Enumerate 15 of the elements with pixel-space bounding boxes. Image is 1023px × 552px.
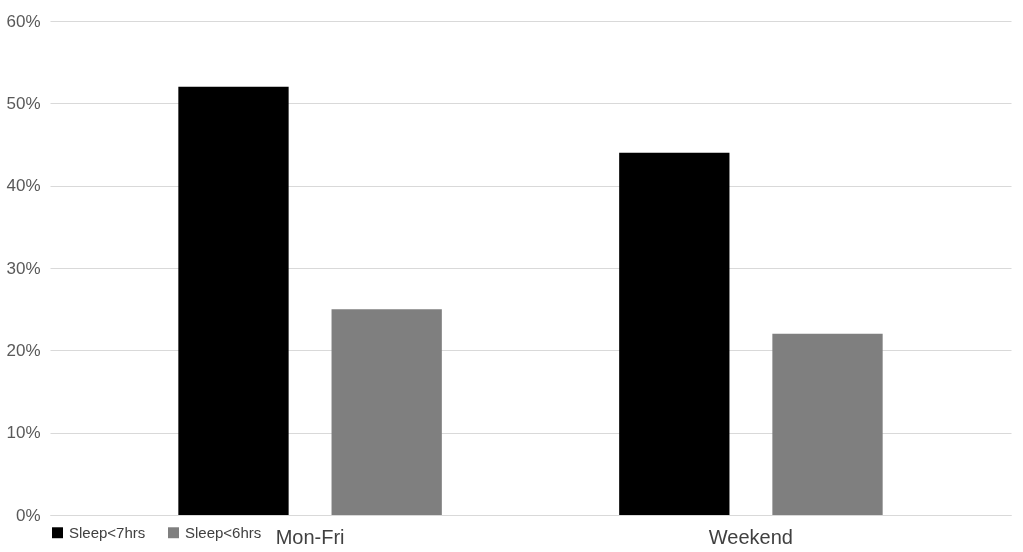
y-tick-label: 40% [6,176,41,196]
y-tick-label: 0% [15,505,41,525]
y-tick-label: 30% [6,258,41,278]
y-tick-label: 20% [6,340,41,360]
bar [619,152,730,515]
legend-label: Sleep<6hrs [185,523,262,541]
legend-label: Sleep<7hrs [69,523,146,541]
bar [331,309,442,515]
bar [178,86,289,515]
x-tick-label: Mon-Fri [275,525,345,548]
y-tick-label: 60% [6,11,41,31]
y-tick-label: 10% [6,423,41,443]
y-tick-label: 50% [6,93,41,113]
bar [772,333,883,515]
x-tick-label: Weekend [708,525,793,548]
